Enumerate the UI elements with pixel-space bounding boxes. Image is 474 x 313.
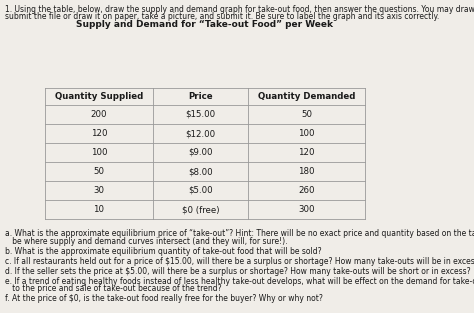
Text: d. If the seller sets the price at $5.00, will there be a surplus or shortage? H: d. If the seller sets the price at $5.00… xyxy=(5,266,471,275)
Text: $5.00: $5.00 xyxy=(188,186,213,195)
Text: Price: Price xyxy=(188,92,213,101)
Text: be where supply and demand curves intersect (and they will, for sure!).: be where supply and demand curves inters… xyxy=(5,237,288,245)
Text: Quantity Demanded: Quantity Demanded xyxy=(258,92,355,101)
Text: f. At the price of $0, is the take-out food really free for the buyer? Why or wh: f. At the price of $0, is the take-out f… xyxy=(5,294,323,303)
Text: $0 (free): $0 (free) xyxy=(182,205,219,214)
Text: 30: 30 xyxy=(93,186,104,195)
Text: 200: 200 xyxy=(91,110,107,119)
Text: a. What is the approximate equilibrium price of “take-out”? Hint: There will be : a. What is the approximate equilibrium p… xyxy=(5,229,474,238)
Text: e. If a trend of eating healthy foods instead of less healthy take-out develops,: e. If a trend of eating healthy foods in… xyxy=(5,276,474,285)
Text: 260: 260 xyxy=(298,186,315,195)
Text: submit the file or draw it on paper, take a picture, and submit it. Be sure to l: submit the file or draw it on paper, tak… xyxy=(5,12,439,21)
Text: $9.00: $9.00 xyxy=(188,148,213,157)
Text: b. What is the approximate equilibrium quantity of take-out food that will be so: b. What is the approximate equilibrium q… xyxy=(5,247,322,255)
Text: 10: 10 xyxy=(93,205,104,214)
Text: 300: 300 xyxy=(298,205,315,214)
Text: $12.00: $12.00 xyxy=(185,129,216,138)
Text: 100: 100 xyxy=(91,148,107,157)
Text: $15.00: $15.00 xyxy=(185,110,216,119)
Text: 100: 100 xyxy=(298,129,315,138)
Text: $8.00: $8.00 xyxy=(188,167,213,176)
Text: 50: 50 xyxy=(93,167,104,176)
Text: 180: 180 xyxy=(298,167,315,176)
Text: c. If all restaurants held out for a price of $15.00, will there be a surplus or: c. If all restaurants held out for a pri… xyxy=(5,256,474,265)
Text: 50: 50 xyxy=(301,110,312,119)
Text: to the price and sale of take-out because of the trend?: to the price and sale of take-out becaus… xyxy=(5,284,222,293)
Text: 1. Using the table, below, draw the supply and demand graph for take-out food, t: 1. Using the table, below, draw the supp… xyxy=(5,5,474,14)
Text: 120: 120 xyxy=(91,129,107,138)
Text: Quantity Supplied: Quantity Supplied xyxy=(55,92,143,101)
Text: Supply and Demand for “Take-out Food” per Week: Supply and Demand for “Take-out Food” pe… xyxy=(76,20,334,29)
Text: 120: 120 xyxy=(298,148,315,157)
